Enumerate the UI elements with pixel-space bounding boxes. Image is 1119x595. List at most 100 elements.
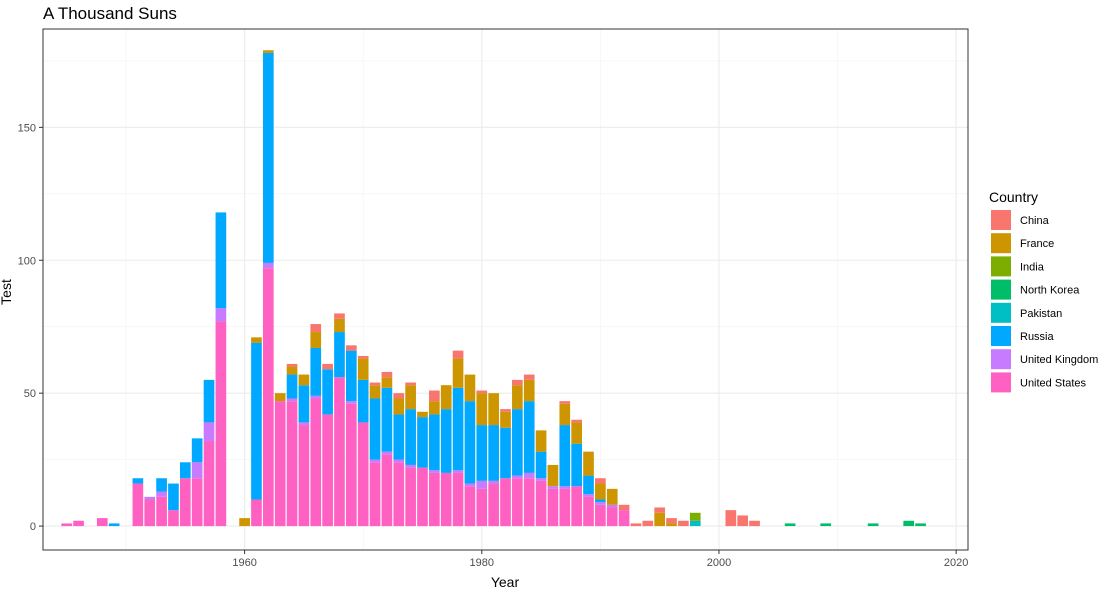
- bar-russia-1980: [476, 425, 488, 481]
- bar-united-states-1953: [156, 496, 167, 527]
- bar-france-1971: [369, 385, 381, 399]
- bar-china-1971: [369, 382, 381, 386]
- bar-france-1986: [547, 464, 559, 487]
- bar-china-1973: [393, 393, 405, 399]
- bar-china-1990: [595, 478, 606, 484]
- bar-united-states-1954: [168, 510, 179, 527]
- bar-china-1980: [476, 390, 488, 394]
- legend-label-united-states: United States: [1020, 377, 1087, 389]
- legend-swatch-united-kingdom: [991, 349, 1011, 370]
- y-axis-title: Test: [0, 279, 14, 305]
- bar-russia-1967: [322, 369, 333, 415]
- bar-united-states-1974: [405, 467, 416, 527]
- bar-united-states-1967: [322, 414, 333, 527]
- bar-russia-1966: [310, 347, 322, 396]
- bar-united-states-1975: [417, 467, 428, 527]
- bar-united-kingdom-1973: [393, 459, 405, 463]
- bar-russia-1970: [357, 379, 369, 423]
- bar-united-states-1963: [274, 401, 286, 527]
- bar-united-states-1955: [179, 478, 191, 527]
- legend-label-united-kingdom: United Kingdom: [1020, 354, 1098, 366]
- bar-france-1973: [393, 398, 405, 415]
- bar-russia-1981: [488, 425, 499, 481]
- bar-china-1969: [345, 345, 357, 351]
- plot-area: 1960 1980 2000 2020 0 50 100 150: [18, 28, 969, 569]
- bar-united-states-1988: [571, 486, 582, 527]
- bar-united-kingdom-1958: [215, 308, 227, 322]
- bar-united-states-1987: [559, 488, 571, 527]
- bar-united-states-1986: [547, 488, 559, 527]
- bar-france-1984: [523, 379, 535, 402]
- bar-france-1980: [476, 393, 488, 426]
- bar-france-1974: [405, 385, 416, 410]
- bar-united-kingdom-1985: [535, 478, 547, 481]
- bar-united-states-1946: [73, 520, 84, 527]
- x-axis-title: Year: [491, 574, 520, 590]
- bar-india-1998: [689, 512, 701, 521]
- bar-united-states-1948: [96, 518, 108, 527]
- legend-label-india: India: [1020, 261, 1045, 273]
- bar-russia-1969: [345, 350, 357, 402]
- bar-russia-1978: [452, 387, 464, 471]
- bar-france-1985: [535, 430, 547, 452]
- bar-china-1967: [322, 363, 333, 370]
- x-tick-label-2020: 2020: [944, 557, 968, 569]
- bar-france-1963: [274, 393, 286, 402]
- bar-france-1983: [512, 385, 523, 410]
- bar-united-states-1964: [286, 401, 298, 527]
- bar-united-kingdom-1984: [523, 472, 535, 479]
- bar-north-korea-2009: [820, 523, 832, 527]
- legend-swatch-china: [991, 210, 1011, 230]
- bar-united-states-1983: [512, 478, 523, 527]
- bar-united-states-1991: [606, 507, 618, 527]
- y-tick-label-50: 50: [24, 388, 36, 400]
- bar-france-1972: [381, 377, 393, 388]
- bar-france-1979: [464, 374, 476, 402]
- legend-label-russia: Russia: [1020, 331, 1055, 343]
- bar-united-kingdom-1956: [191, 462, 203, 479]
- bar-russia-1979: [464, 401, 476, 484]
- bar-france-1989: [583, 451, 594, 476]
- bar-united-kingdom-1966: [310, 395, 322, 399]
- bar-united-states-1982: [500, 478, 511, 527]
- bar-russia-1973: [393, 414, 405, 460]
- x-tick-label-1980: 1980: [470, 557, 494, 569]
- bar-united-kingdom-1978: [452, 470, 464, 473]
- bar-france-1966: [310, 332, 322, 348]
- legend-label-france: France: [1020, 238, 1054, 250]
- bar-france-1970: [357, 358, 369, 380]
- bar-china-2001: [725, 510, 737, 527]
- x-tick-label-1960: 1960: [232, 557, 256, 569]
- bar-russia-1972: [381, 387, 393, 452]
- bar-united-states-1985: [535, 480, 547, 527]
- bar-france-1960: [239, 518, 250, 527]
- bar-russia-1982: [500, 427, 511, 479]
- bar-china-1996: [666, 518, 677, 524]
- bar-france-1982: [500, 411, 511, 428]
- bar-russia-1977: [440, 409, 452, 473]
- bar-united-kingdom-1964: [286, 398, 298, 402]
- bar-united-states-1992: [618, 510, 630, 527]
- bar-china-1992: [618, 504, 630, 511]
- bar-north-korea-2006: [784, 523, 796, 527]
- bar-china-1968: [334, 313, 345, 319]
- y-tick-label-0: 0: [30, 521, 36, 533]
- bar-china-1997: [678, 520, 689, 527]
- legend-swatch-india: [991, 256, 1011, 277]
- bar-china-1982: [500, 409, 511, 412]
- bar-united-kingdom-1962: [262, 262, 274, 269]
- bar-china-1976: [429, 390, 440, 402]
- bar-france-1965: [298, 374, 310, 386]
- bar-china-1974: [405, 382, 416, 386]
- bar-france-1987: [559, 403, 571, 426]
- bar-united-states-1951: [132, 483, 144, 527]
- bar-china-1987: [559, 401, 571, 404]
- bar-united-states-1973: [393, 462, 405, 527]
- legend-swatch-north-korea: [991, 279, 1011, 300]
- legend-swatch-russia: [991, 326, 1011, 346]
- bar-france-1964: [286, 366, 298, 375]
- bar-russia-1990: [595, 499, 606, 503]
- bar-north-korea-2016: [903, 520, 915, 527]
- bar-pakistan-1998: [689, 520, 701, 527]
- bar-united-states-1970: [357, 422, 369, 527]
